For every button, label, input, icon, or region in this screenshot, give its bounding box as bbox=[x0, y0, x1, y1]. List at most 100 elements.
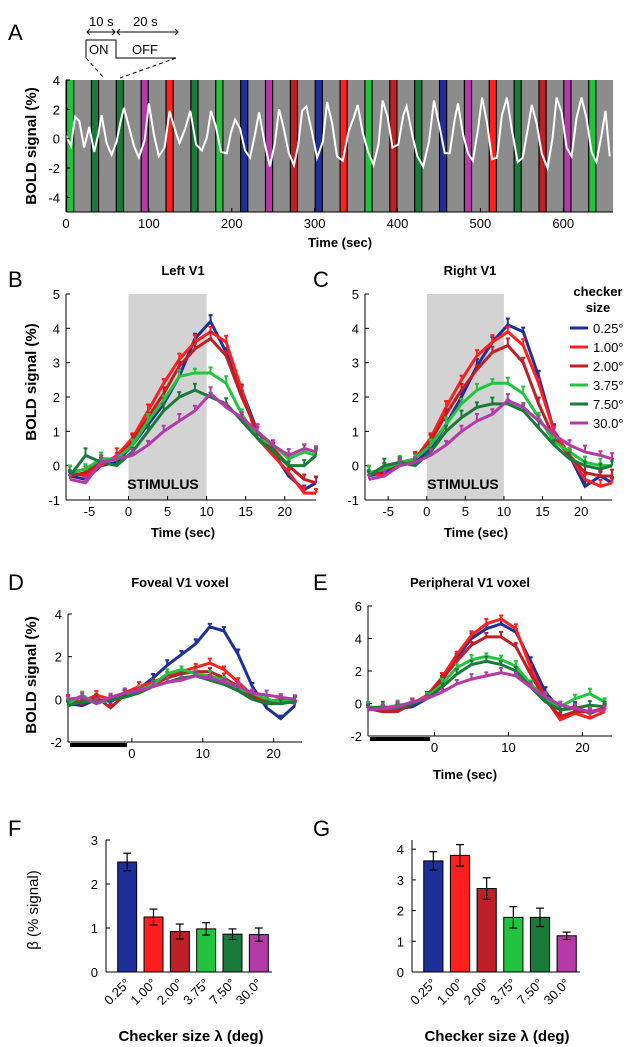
block-color-7.50° bbox=[415, 80, 422, 212]
x-tick-label: 300 bbox=[304, 216, 326, 231]
x-tick-label: 2.00° bbox=[461, 976, 493, 1008]
block-color-1.00° bbox=[340, 80, 347, 212]
block-color-0.25° bbox=[315, 80, 322, 212]
legend-entry: 0.25° bbox=[593, 321, 624, 336]
block-color-3.75° bbox=[365, 80, 372, 212]
y-tick-label: -2 bbox=[48, 161, 60, 176]
x-tick-label: 400 bbox=[387, 216, 409, 231]
y-tick-label: -2 bbox=[350, 729, 362, 744]
y-tick-label: 1 bbox=[91, 921, 98, 936]
axes: 0 10 20 -2 0 2 4 bbox=[50, 607, 302, 761]
y-tick-label: 3 bbox=[352, 356, 359, 371]
panel-label-g: G bbox=[313, 816, 330, 841]
panel-label-a: A bbox=[8, 20, 23, 45]
y-tick-label: 0 bbox=[55, 692, 62, 707]
x-tick-label: 0 bbox=[423, 504, 430, 519]
x-tick-label: 10 bbox=[199, 504, 213, 519]
x-tick-label: 7.50° bbox=[206, 976, 238, 1008]
bar-0.25° bbox=[423, 860, 444, 973]
series-group bbox=[66, 622, 297, 721]
y-tick-label: -1 bbox=[48, 493, 60, 508]
axes: 0 100 200 300 400 500 600 -4 -2 0 2 4 bbox=[48, 73, 613, 231]
x-tick-label: 200 bbox=[221, 216, 243, 231]
x-tick-label: 0 bbox=[62, 216, 69, 231]
stimulus-label: STIMULUS bbox=[127, 476, 199, 492]
y-tick-label: 2 bbox=[355, 664, 362, 679]
y-tick-label: 4 bbox=[53, 73, 60, 88]
series-group bbox=[366, 317, 614, 489]
x-axis-label: Time (sec) bbox=[444, 525, 508, 540]
legend-title: checker bbox=[573, 284, 622, 299]
x-tick-label: 2.00° bbox=[154, 976, 186, 1008]
x-tick-label: 0.25° bbox=[101, 976, 133, 1008]
panel-label-d: D bbox=[8, 570, 24, 595]
panel-e-peripheral: 0 10 20 -2 0 2 4 6 Peripheral V1 voxel Time (se… bbox=[350, 575, 612, 782]
x-tick-label: 3.75° bbox=[180, 976, 212, 1008]
x-tick-label: -5 bbox=[84, 504, 96, 519]
block-color-7.50° bbox=[116, 80, 123, 212]
y-tick-label: 2 bbox=[53, 102, 60, 117]
chart-title: Left V1 bbox=[161, 263, 204, 278]
block-color-30.0° bbox=[564, 80, 571, 212]
y-tick-label: 3 bbox=[397, 873, 404, 888]
x-tick-label: 5 bbox=[164, 504, 171, 519]
series-group bbox=[366, 614, 607, 722]
block-color-7.50° bbox=[514, 80, 521, 212]
panel-label-b: B bbox=[8, 267, 23, 292]
series-30.0° bbox=[366, 393, 614, 481]
x-tick-label: 7.50° bbox=[514, 976, 546, 1008]
off-label: OFF bbox=[132, 42, 158, 57]
x-tick-label: 100 bbox=[138, 216, 160, 231]
y-tick-label: 4 bbox=[355, 632, 362, 647]
legend-entry: 7.50° bbox=[593, 397, 624, 412]
x-axis-label: Time (sec) bbox=[151, 525, 215, 540]
panel-label-c: C bbox=[313, 267, 329, 292]
series-line bbox=[367, 654, 606, 710]
series-30.0° bbox=[67, 386, 318, 485]
x-tick-label: 0 bbox=[125, 504, 132, 519]
panel-g-bars: 0 1 2 3 4 0.25°1.00°2.00°3.75°7.50°30.0° Che… bbox=[397, 840, 580, 1045]
axes: 0 10 20 -2 0 2 4 6 bbox=[350, 599, 612, 755]
x-axis-label: Checker size λ (deg) bbox=[424, 1028, 569, 1045]
y-tick-label: 3 bbox=[91, 833, 98, 848]
arrowhead bbox=[86, 28, 91, 36]
block-color-2.00° bbox=[539, 80, 546, 212]
x-tick-label: 15 bbox=[238, 504, 252, 519]
panel-d-foveal: 0 10 20 -2 0 2 4 Foveal V1 voxel BOLD signal (… bbox=[23, 575, 302, 761]
block-color-1.00° bbox=[489, 80, 496, 212]
x-tick-label: 600 bbox=[552, 216, 574, 231]
y-tick-label: 1 bbox=[397, 934, 404, 949]
zoom-line bbox=[119, 57, 177, 79]
on-duration-label: 10 s bbox=[89, 14, 114, 29]
block-color-1.00° bbox=[166, 80, 173, 212]
y-tick-label: 4 bbox=[53, 321, 60, 336]
block-color-7.50° bbox=[191, 80, 198, 212]
x-tick-label: 30.0° bbox=[541, 976, 573, 1008]
x-tick-label: 0.25° bbox=[407, 976, 439, 1008]
y-axis-label: β (% signal) bbox=[25, 870, 42, 949]
arrowhead bbox=[116, 28, 121, 36]
series-30.0° bbox=[66, 670, 297, 706]
legend-title: size bbox=[586, 300, 611, 315]
x-tick-label: 500 bbox=[470, 216, 492, 231]
x-tick-label: 20 bbox=[574, 504, 588, 519]
y-tick-label: 5 bbox=[352, 287, 359, 302]
y-tick-label: 4 bbox=[55, 607, 62, 622]
block-diagram: 10 s 20 s ON OFF bbox=[85, 14, 179, 79]
x-tick-label: 0 bbox=[128, 746, 135, 761]
y-tick-label: 2 bbox=[352, 390, 359, 405]
y-tick-label: 0 bbox=[355, 697, 362, 712]
bar-group: 0.25°1.00°2.00°3.75°7.50°30.0° bbox=[101, 852, 269, 1008]
y-tick-label: 2 bbox=[53, 390, 60, 405]
x-tick-label: 20 bbox=[278, 504, 292, 519]
series-group bbox=[67, 314, 318, 495]
series-30.0° bbox=[366, 667, 607, 714]
x-axis-label: Time (sec) bbox=[308, 235, 372, 250]
y-tick-label: 4 bbox=[352, 321, 359, 336]
block-color-3.75° bbox=[589, 80, 596, 212]
panel-f-bars: 0 1 2 3 0.25°1.00°2.00°3.75°7.50°30.0° β (%… bbox=[25, 833, 272, 1045]
panel-b-left-v1: -5 0 5 10 15 20 -1 0 1 2 3 4 5 Left V1 BOLD signal (… bbox=[23, 263, 318, 540]
chart-title: Peripheral V1 voxel bbox=[410, 575, 530, 590]
y-tick-label: 4 bbox=[397, 842, 404, 857]
